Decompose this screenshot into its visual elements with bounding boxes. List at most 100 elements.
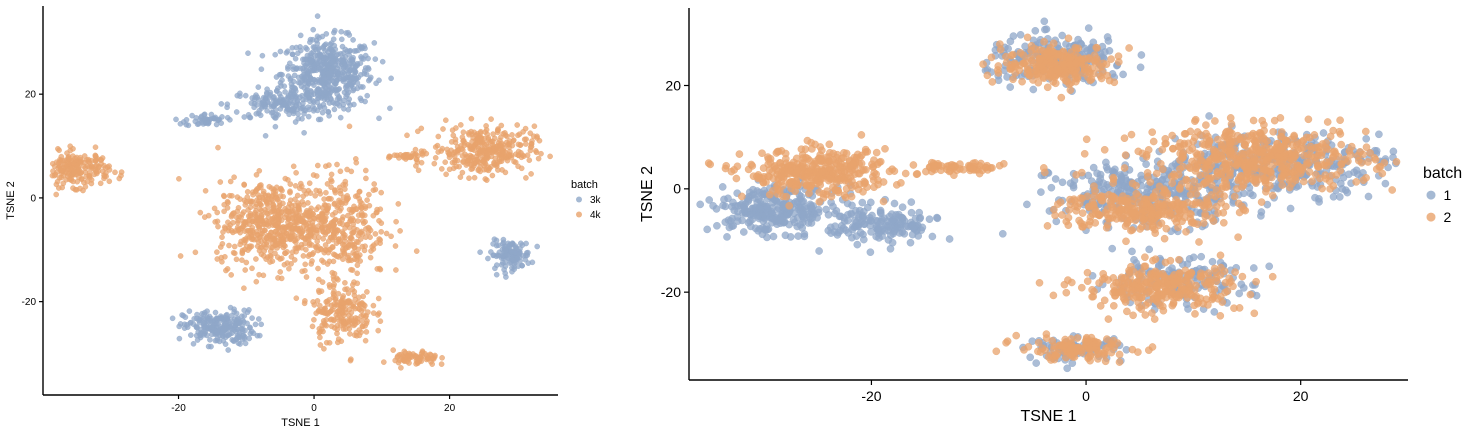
- data-point: [238, 313, 245, 320]
- data-point: [72, 155, 78, 162]
- data-point: [800, 214, 808, 223]
- data-point: [822, 205, 830, 214]
- data-point: [300, 68, 307, 74]
- data-point: [287, 188, 293, 195]
- data-point: [351, 67, 358, 74]
- data-point: [1240, 189, 1248, 198]
- data-point: [1051, 175, 1060, 183]
- data-point: [730, 166, 738, 174]
- data-point: [222, 253, 228, 260]
- data-point: [331, 325, 338, 331]
- data-point: [380, 359, 387, 365]
- data-point: [336, 307, 343, 313]
- data-point: [255, 84, 262, 90]
- data-point: [451, 153, 458, 160]
- legend-label: 4k: [590, 210, 602, 221]
- data-point: [256, 247, 263, 254]
- data-point: [372, 56, 379, 62]
- data-point: [1093, 44, 1101, 52]
- data-point: [218, 315, 224, 322]
- data-point: [319, 322, 326, 329]
- x-tick-label: 20: [444, 403, 456, 414]
- series-2: [704, 33, 1401, 366]
- data-point: [398, 364, 404, 371]
- data-point: [347, 331, 353, 337]
- data-point: [523, 141, 529, 147]
- data-point: [237, 93, 243, 99]
- data-point: [340, 69, 346, 76]
- data-point: [246, 335, 252, 342]
- data-point: [404, 132, 410, 139]
- data-point: [866, 248, 875, 256]
- data-point: [1058, 178, 1067, 187]
- data-point: [366, 225, 373, 232]
- data-point: [1040, 17, 1049, 26]
- data-point: [729, 221, 738, 230]
- data-point: [431, 160, 438, 167]
- data-point: [187, 332, 194, 338]
- data-point: [255, 316, 262, 322]
- data-point: [323, 189, 329, 196]
- data-point: [331, 27, 338, 34]
- data-point: [769, 232, 778, 241]
- data-point: [219, 329, 226, 336]
- data-point: [292, 245, 299, 251]
- data-point: [740, 228, 748, 236]
- data-point: [393, 267, 399, 273]
- data-point: [917, 226, 926, 234]
- data-point: [182, 314, 189, 321]
- data-point: [337, 168, 344, 175]
- data-point: [499, 240, 506, 247]
- data-point: [239, 326, 246, 333]
- data-point: [354, 262, 361, 269]
- data-point: [770, 163, 779, 171]
- data-point: [488, 116, 494, 122]
- data-point: [395, 201, 402, 207]
- data-point: [925, 215, 934, 223]
- data-point: [506, 242, 513, 249]
- data-point: [317, 53, 324, 59]
- data-point: [251, 104, 257, 111]
- data-point: [466, 143, 473, 149]
- data-point: [397, 228, 403, 234]
- data-point: [1060, 71, 1069, 79]
- data-point: [518, 149, 524, 156]
- data-point: [876, 206, 885, 215]
- data-point: [764, 225, 773, 233]
- data-point: [268, 229, 275, 236]
- data-point: [1182, 300, 1191, 309]
- data-point: [376, 265, 383, 272]
- data-point: [1031, 45, 1040, 53]
- data-point: [460, 137, 467, 144]
- data-point: [306, 180, 313, 186]
- data-point: [310, 26, 317, 33]
- data-point: [1009, 32, 1018, 40]
- data-point: [459, 147, 466, 153]
- data-point: [226, 331, 233, 337]
- data-point: [1009, 50, 1017, 59]
- data-point: [815, 198, 824, 206]
- data-point: [267, 92, 273, 98]
- data-point: [801, 145, 810, 153]
- y-axis-title: TSNE 2: [5, 181, 17, 220]
- data-point: [859, 230, 867, 239]
- data-point: [740, 205, 749, 213]
- data-point: [224, 198, 231, 205]
- data-point: [307, 58, 314, 65]
- data-point: [332, 209, 339, 216]
- data-point: [258, 230, 264, 237]
- data-point: [320, 259, 327, 265]
- data-point: [310, 77, 317, 83]
- data-point: [273, 101, 279, 107]
- data-point: [102, 165, 109, 171]
- data-point: [870, 168, 879, 177]
- data-point: [245, 50, 251, 57]
- data-point: [519, 242, 526, 248]
- data-point: [534, 243, 541, 250]
- data-point: [201, 214, 208, 220]
- data-point: [309, 258, 315, 264]
- data-point: [176, 175, 182, 182]
- data-point: [870, 183, 878, 191]
- data-point: [305, 113, 312, 120]
